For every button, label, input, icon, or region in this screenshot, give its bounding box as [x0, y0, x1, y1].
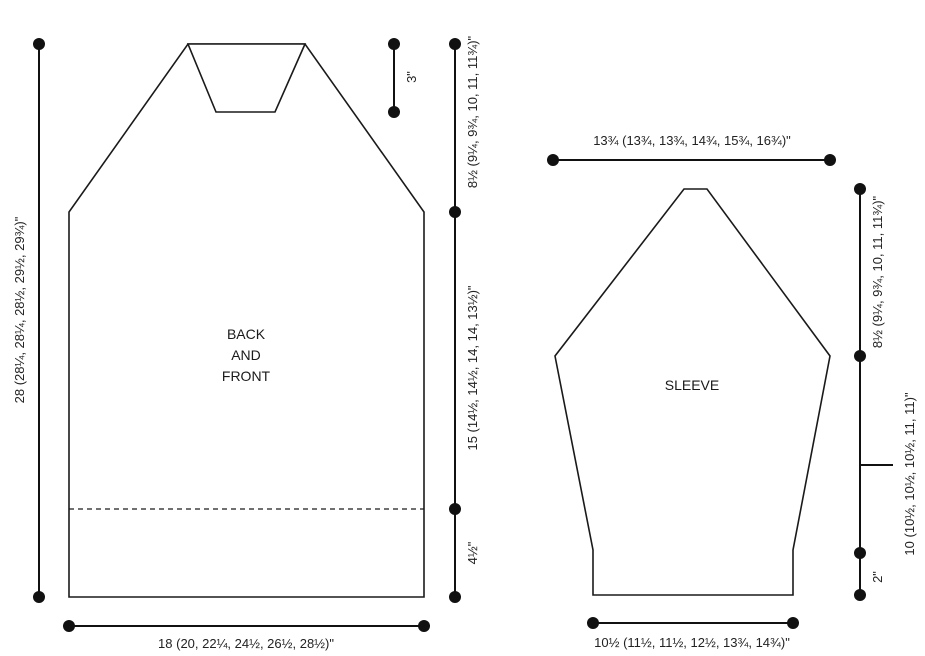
sleeve-top-end-dot [824, 154, 836, 166]
sleeve-cuff-start-dot [587, 617, 599, 629]
back-and-front-piece: BACK AND FRONT [68, 43, 425, 598]
sleeve-top-width-measure: 13¾ (13¾, 13¾, 14¾, 15¾, 16¾)" [547, 133, 836, 166]
width-end-dot [418, 620, 430, 632]
neck-depth-label: 3" [404, 71, 419, 83]
sleeve-cuff-width-label: 10½ (11½, 11½, 12½, 13¾, 14¾)" [594, 635, 790, 650]
width-label: 18 (20, 22¼, 24½, 26½, 28½)" [158, 636, 334, 651]
body-side-measures: 8½ (9¼, 9¾, 10, 11, 11¾)" 15 (14½, 14½, … [449, 35, 480, 603]
neck-depth-measure: 3" [388, 38, 419, 118]
sleeve-side-measures: 8½ (9¼, 9¾, 10, 11, 11¾)" 10 (10½, 10½, … [854, 183, 917, 601]
neck-depth-end-dot [388, 106, 400, 118]
length-end-dot [33, 591, 45, 603]
cap-depth-label: 8½ (9¼, 9¾, 10, 11, 11¾)" [870, 195, 885, 348]
sleeve-cuff-width-measure: 10½ (11½, 11½, 12½, 13¾, 14¾)" [587, 617, 799, 650]
yoke-top-dot [449, 38, 461, 50]
sleeve-top-start-dot [547, 154, 559, 166]
neck-opening [186, 43, 307, 113]
length-label: 28 (28¼, 28¼, 28½, 29½, 29¾)" [12, 216, 27, 403]
sleeve-label: SLEEVE [665, 377, 719, 393]
length-start-dot [33, 38, 45, 50]
sleeve-piece: SLEEVE [554, 188, 831, 596]
rib-top-dot [449, 503, 461, 515]
neck-depth-start-dot [388, 38, 400, 50]
body-length-label: 15 (14½, 14½, 14, 14, 13½)" [465, 285, 480, 450]
rib-depth-label: 4½" [465, 541, 480, 564]
sleeve-top-width-label: 13¾ (13¾, 13¾, 14¾, 15¾, 16¾)" [593, 133, 791, 148]
yoke-depth-label: 8½ (9¼, 9¾, 10, 11, 11¾)" [465, 35, 480, 188]
back-front-label-line-1: BACK [227, 326, 266, 342]
cuff-depth-label: 2" [870, 571, 885, 583]
back-front-outline [68, 43, 425, 598]
cuff-top-dot [854, 547, 866, 559]
width-start-dot [63, 620, 75, 632]
sleeve-outline [554, 188, 831, 596]
body-bottom-dot [449, 591, 461, 603]
width-measure: 18 (20, 22¼, 24½, 26½, 28½)" [63, 620, 430, 651]
underarm-length-label: 10 (10½, 10½, 10½, 11, 11)" [902, 392, 917, 556]
cap-top-dot [854, 183, 866, 195]
sleeve-cuff-end-dot [787, 617, 799, 629]
yoke-bottom-dot [449, 206, 461, 218]
cuff-bottom-dot [854, 589, 866, 601]
back-front-label-line-2: AND [231, 347, 261, 363]
cap-bottom-dot [854, 350, 866, 362]
back-front-label-line-3: FRONT [222, 368, 271, 384]
length-measure: 28 (28¼, 28¼, 28½, 29½, 29¾)" [12, 38, 45, 603]
